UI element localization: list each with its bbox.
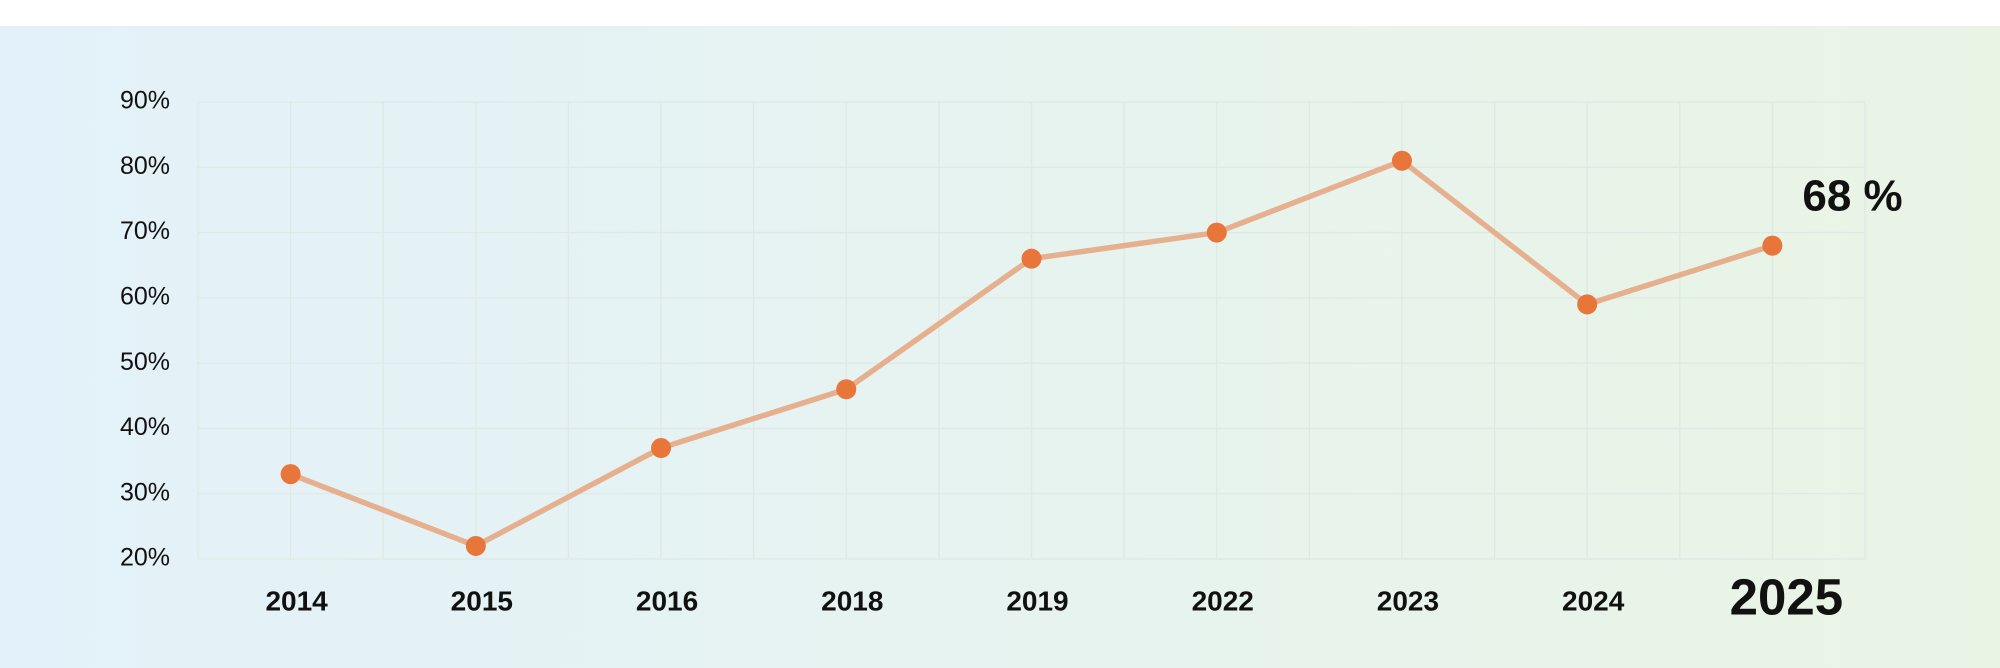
y-tick-label: 40% — [120, 413, 170, 441]
point — [651, 438, 672, 459]
point — [465, 535, 486, 556]
y-tick-label: 60% — [120, 282, 170, 310]
y-tick-label: 80% — [120, 152, 170, 180]
x-tick-label: 2025 — [1730, 568, 1843, 625]
point — [280, 464, 301, 485]
x-tick-label: 2019 — [1006, 585, 1068, 616]
point — [1577, 294, 1598, 315]
point — [836, 379, 857, 400]
y-tick-label: 20% — [120, 544, 170, 572]
x-tick-label: 2014 — [265, 585, 328, 616]
point — [1206, 222, 1227, 243]
y-tick-label: 70% — [120, 217, 170, 245]
point — [1391, 150, 1412, 171]
y-tick-label: 30% — [120, 478, 170, 506]
y-tick-label: 90% — [120, 87, 170, 115]
point — [1762, 235, 1783, 256]
value-label: 68 % — [1802, 171, 1902, 220]
x-tick-label: 2018 — [821, 585, 883, 616]
x-tick-label: 2023 — [1377, 585, 1439, 616]
y-tick-label: 50% — [120, 348, 170, 376]
x-tick-label: 2022 — [1192, 585, 1254, 616]
x-tick-label: 2015 — [451, 585, 513, 616]
x-tick-label: 2024 — [1562, 585, 1625, 616]
x-tick-label: 2016 — [636, 585, 698, 616]
background — [0, 26, 2000, 668]
point — [1021, 248, 1042, 269]
